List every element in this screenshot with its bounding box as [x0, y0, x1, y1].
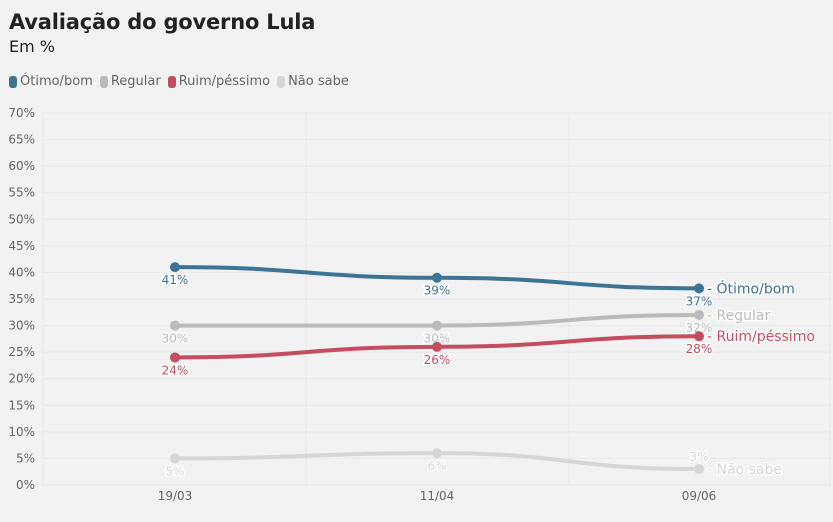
data-point: [170, 262, 180, 273]
y-tick-label: 0%: [16, 478, 35, 492]
series-end-label: - Ótimo/bom: [707, 279, 795, 297]
legend-label: Ruim/péssimo: [178, 74, 271, 89]
legend-item[interactable]: Regular: [99, 74, 161, 89]
data-point: [432, 272, 442, 283]
legend-swatch: [167, 75, 176, 88]
data-point: [694, 283, 704, 294]
data-label: 30%: [424, 332, 451, 346]
y-tick-label: 60%: [8, 159, 35, 173]
data-label: 24%: [162, 363, 189, 377]
y-tick-label: 65%: [8, 133, 35, 147]
data-label: 26%: [424, 353, 451, 367]
y-tick-label: 20%: [8, 372, 35, 386]
data-point: [170, 453, 180, 464]
legend-item[interactable]: Não sabe: [277, 74, 349, 89]
data-point: [694, 331, 704, 342]
data-label: 32%: [686, 321, 713, 335]
y-tick-label: 55%: [8, 186, 35, 200]
x-tick-label: 19/03: [158, 489, 193, 503]
series-end-label: - Regular: [707, 308, 770, 324]
legend-swatch: [9, 75, 17, 88]
data-label: 41%: [162, 273, 189, 287]
data-point: [432, 341, 442, 352]
data-point: [694, 309, 704, 320]
y-tick-label: 35%: [8, 292, 35, 306]
legend-item[interactable]: Ruim/péssimo: [167, 74, 271, 89]
data-label: 28%: [686, 342, 713, 356]
data-point: [170, 320, 180, 331]
y-tick-label: 10%: [8, 425, 35, 439]
data-label: 6%: [427, 459, 446, 473]
y-tick-label: 40%: [8, 265, 35, 279]
legend-label: Não sabe: [288, 74, 349, 89]
data-label: 39%: [424, 284, 451, 298]
y-tick-label: 50%: [8, 212, 35, 226]
chart-title: Avaliação do governo Lula: [9, 10, 316, 34]
data-point: [170, 352, 180, 363]
legend-swatch: [277, 75, 286, 88]
data-point: [694, 464, 704, 475]
data-point: [432, 448, 442, 459]
legend-item[interactable]: Ótimo/bom: [9, 74, 93, 89]
data-label: 37%: [686, 294, 713, 308]
data-label: 3%: [689, 450, 708, 464]
legend-swatch: [99, 75, 108, 88]
y-tick-label: 15%: [8, 398, 35, 412]
y-tick-label: 70%: [8, 106, 35, 120]
y-tick-label: 25%: [8, 345, 35, 359]
y-tick-label: 45%: [8, 239, 35, 253]
legend: Ótimo/bom Regular Ruim/péssimo Não sabe: [9, 74, 349, 89]
data-point: [432, 320, 442, 331]
legend-label: Ótimo/bom: [20, 74, 93, 89]
data-label: 5%: [165, 464, 184, 478]
x-tick-label: 09/06: [682, 489, 717, 503]
x-tick-label: 11/04: [420, 489, 455, 503]
series-end-label: - Ruim/péssimo: [707, 329, 815, 345]
series-end-label: - Não sabe: [707, 462, 782, 478]
y-tick-label: 5%: [16, 451, 35, 465]
data-label: 30%: [162, 332, 189, 346]
y-tick-label: 30%: [8, 319, 35, 333]
legend-label: Regular: [110, 74, 161, 89]
chart-subtitle: Em %: [9, 37, 55, 56]
